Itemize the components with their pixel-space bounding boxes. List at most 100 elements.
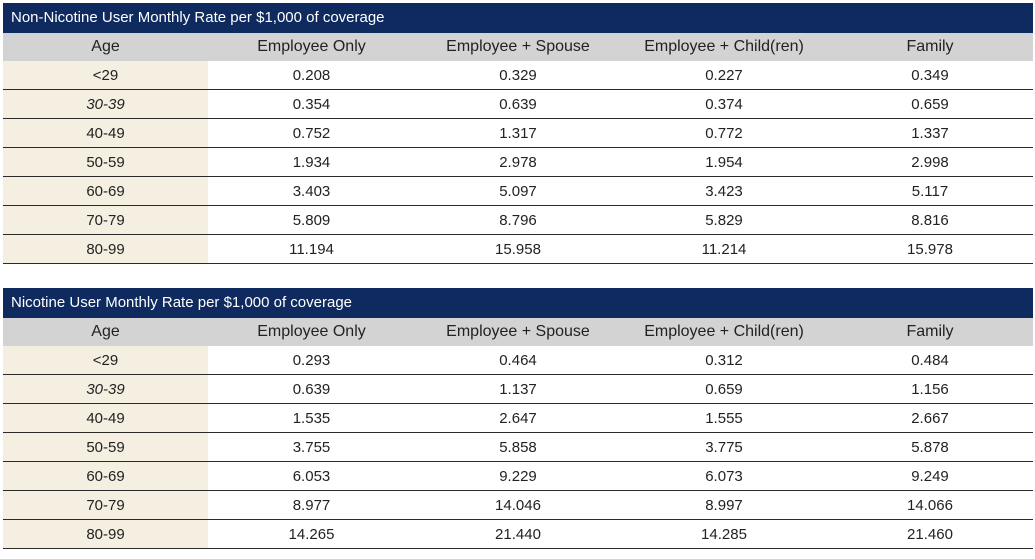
table-row: 70-79 8.977 14.046 8.997 14.066 — [3, 490, 1033, 520]
age-cell: 70-79 — [3, 490, 208, 520]
table-row: 60-69 6.053 9.229 6.073 9.249 — [3, 461, 1033, 491]
rate-cell: 15.958 — [415, 234, 621, 264]
rate-cell: 0.484 — [827, 346, 1033, 375]
rate-cell: 3.403 — [208, 176, 415, 206]
table-row: 80-99 11.194 15.958 11.214 15.978 — [3, 234, 1033, 264]
table-row: 40-49 1.535 2.647 1.555 2.667 — [3, 403, 1033, 433]
table-row: 30-39 0.354 0.639 0.374 0.659 — [3, 89, 1033, 119]
age-cell: 30-39 — [3, 89, 208, 119]
table-row: 70-79 5.809 8.796 5.829 8.816 — [3, 205, 1033, 235]
rate-cell: 8.977 — [208, 490, 415, 520]
rate-cell: 1.337 — [827, 118, 1033, 148]
rate-cell: 0.659 — [827, 89, 1033, 119]
rate-cell: 14.265 — [208, 519, 415, 549]
header-family: Family — [827, 33, 1033, 61]
rate-cell: 0.464 — [415, 346, 621, 375]
rate-cell: 8.796 — [415, 205, 621, 235]
rate-cell: 0.312 — [621, 346, 827, 375]
rate-cell: 0.752 — [208, 118, 415, 148]
rate-cell: 2.647 — [415, 403, 621, 433]
rate-cell: 5.809 — [208, 205, 415, 235]
rate-cell: 0.659 — [621, 374, 827, 404]
rate-cell: 2.667 — [827, 403, 1033, 433]
header-employee-spouse: Employee + Spouse — [415, 33, 621, 61]
header-row: Age Employee Only Employee + Spouse Empl… — [3, 318, 1033, 346]
rate-cell: 1.954 — [621, 147, 827, 177]
rate-cell: 11.194 — [208, 234, 415, 264]
table-row: 60-69 3.403 5.097 3.423 5.117 — [3, 176, 1033, 206]
rate-cell: 14.046 — [415, 490, 621, 520]
age-cell: 50-59 — [3, 432, 208, 462]
header-employee-only: Employee Only — [208, 318, 415, 346]
age-cell: 60-69 — [3, 461, 208, 491]
age-cell: 40-49 — [3, 118, 208, 148]
rate-cell: 5.097 — [415, 176, 621, 206]
header-family: Family — [827, 318, 1033, 346]
rate-cell: 0.772 — [621, 118, 827, 148]
nicotine-rate-table: Nicotine User Monthly Rate per $1,000 of… — [3, 288, 1033, 549]
header-row: Age Employee Only Employee + Spouse Empl… — [3, 33, 1033, 61]
rate-cell: 1.156 — [827, 374, 1033, 404]
table-title: Nicotine User Monthly Rate per $1,000 of… — [3, 288, 1033, 318]
rate-cell: 0.374 — [621, 89, 827, 119]
header-age: Age — [3, 33, 208, 61]
rate-cell: 1.137 — [415, 374, 621, 404]
rate-cell: 14.285 — [621, 519, 827, 549]
rate-cell: 3.775 — [621, 432, 827, 462]
rate-cell: 5.858 — [415, 432, 621, 462]
table-row: 30-39 0.639 1.137 0.659 1.156 — [3, 374, 1033, 404]
rate-cell: 2.998 — [827, 147, 1033, 177]
age-cell: 40-49 — [3, 403, 208, 433]
non-nicotine-rate-table: Non-Nicotine User Monthly Rate per $1,00… — [3, 3, 1033, 264]
table-row: 50-59 3.755 5.858 3.775 5.878 — [3, 432, 1033, 462]
rate-cell: 0.639 — [208, 374, 415, 404]
header-employee-children: Employee + Child(ren) — [621, 33, 827, 61]
rate-cell: 2.978 — [415, 147, 621, 177]
rate-cell: 0.354 — [208, 89, 415, 119]
age-cell: 70-79 — [3, 205, 208, 235]
rate-cell: 3.755 — [208, 432, 415, 462]
rate-cell: 0.329 — [415, 61, 621, 90]
rate-cell: 3.423 — [621, 176, 827, 206]
rate-cell: 5.878 — [827, 432, 1033, 462]
header-employee-spouse: Employee + Spouse — [415, 318, 621, 346]
rate-cell: 0.208 — [208, 61, 415, 90]
rate-cell: 8.816 — [827, 205, 1033, 235]
rate-cell: 5.829 — [621, 205, 827, 235]
rate-cell: 14.066 — [827, 490, 1033, 520]
age-cell: 60-69 — [3, 176, 208, 206]
rate-cell: 5.117 — [827, 176, 1033, 206]
rate-table: Age Employee Only Employee + Spouse Empl… — [3, 318, 1033, 549]
rate-cell: 1.535 — [208, 403, 415, 433]
age-cell: 30-39 — [3, 374, 208, 404]
rate-cell: 0.227 — [621, 61, 827, 90]
rate-cell: 8.997 — [621, 490, 827, 520]
rate-cell: 0.639 — [415, 89, 621, 119]
header-employee-only: Employee Only — [208, 33, 415, 61]
age-cell: 80-99 — [3, 234, 208, 264]
rate-cell: 6.073 — [621, 461, 827, 491]
rate-cell: 15.978 — [827, 234, 1033, 264]
header-employee-children: Employee + Child(ren) — [621, 318, 827, 346]
rate-cell: 0.349 — [827, 61, 1033, 90]
rate-cell: 6.053 — [208, 461, 415, 491]
header-age: Age — [3, 318, 208, 346]
table-row: <29 0.208 0.329 0.227 0.349 — [3, 61, 1033, 90]
rate-cell: 11.214 — [621, 234, 827, 264]
rate-cell: 1.934 — [208, 147, 415, 177]
rate-cell: 1.555 — [621, 403, 827, 433]
rate-cell: 9.249 — [827, 461, 1033, 491]
table-title: Non-Nicotine User Monthly Rate per $1,00… — [3, 3, 1033, 33]
rate-cell: 21.440 — [415, 519, 621, 549]
table-row: 50-59 1.934 2.978 1.954 2.998 — [3, 147, 1033, 177]
rate-cell: 21.460 — [827, 519, 1033, 549]
age-cell: <29 — [3, 61, 208, 90]
rate-cell: 9.229 — [415, 461, 621, 491]
age-cell: <29 — [3, 346, 208, 375]
table-row: <29 0.293 0.464 0.312 0.484 — [3, 346, 1033, 375]
rate-table: Age Employee Only Employee + Spouse Empl… — [3, 33, 1033, 264]
table-row: 80-99 14.265 21.440 14.285 21.460 — [3, 519, 1033, 549]
rate-cell: 0.293 — [208, 346, 415, 375]
age-cell: 50-59 — [3, 147, 208, 177]
age-cell: 80-99 — [3, 519, 208, 549]
